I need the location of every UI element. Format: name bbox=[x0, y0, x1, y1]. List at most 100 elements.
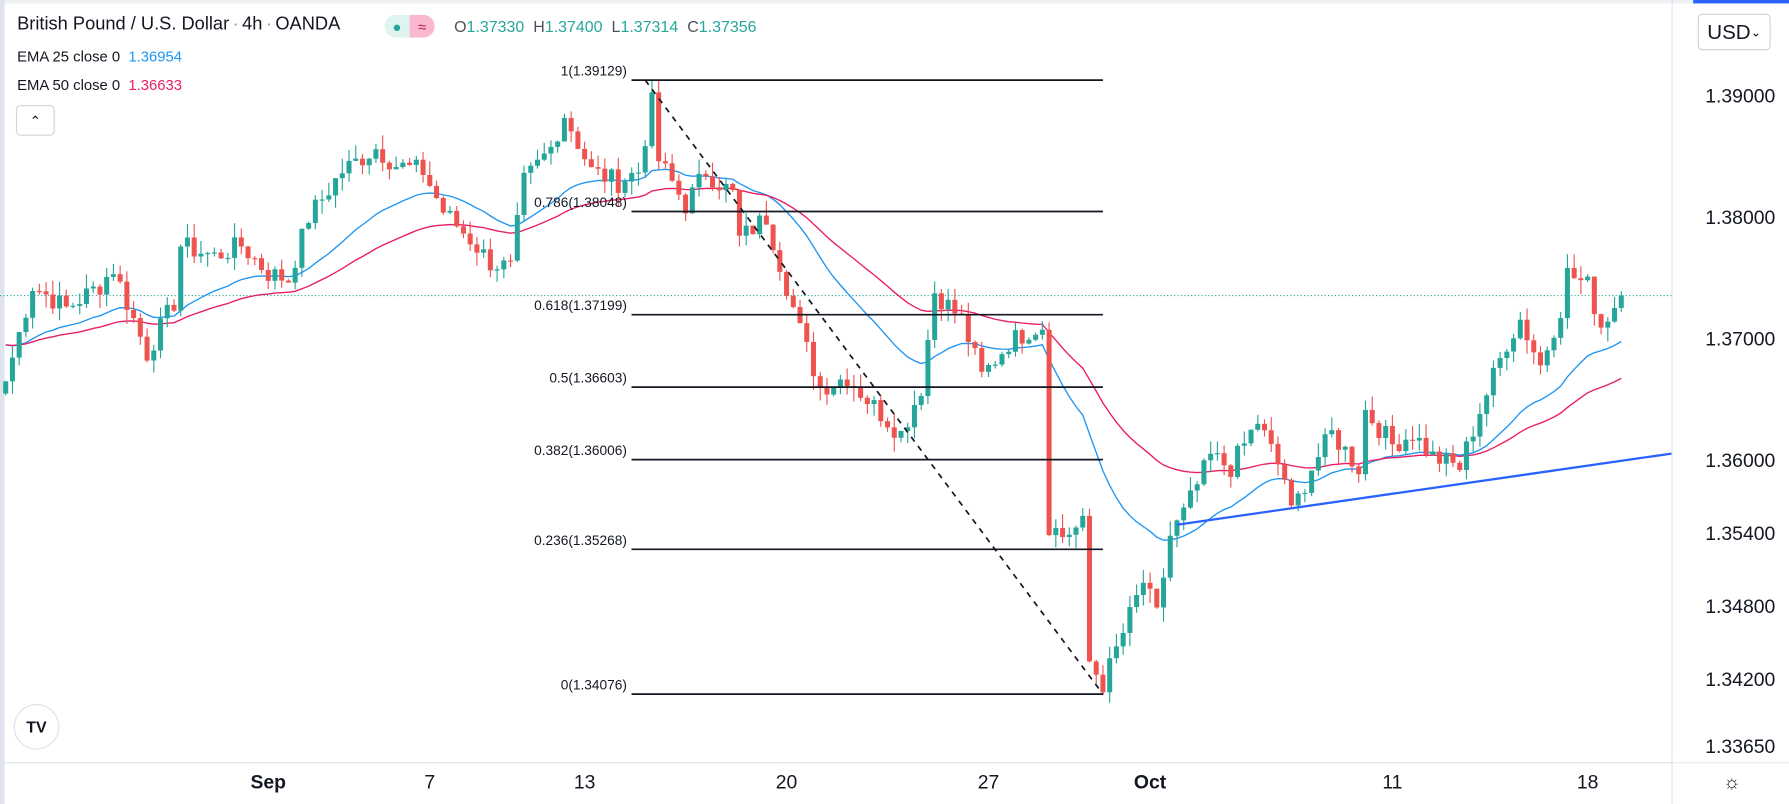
candle-body bbox=[36, 290, 42, 293]
candle-body bbox=[1033, 334, 1039, 340]
symbol-title[interactable]: British Pound / U.S. Dollar · 4h · OANDA bbox=[17, 15, 340, 36]
candle bbox=[1524, 308, 1530, 354]
candle-body bbox=[151, 350, 157, 361]
candle bbox=[1497, 351, 1503, 377]
candle-body bbox=[117, 274, 123, 282]
candle-body bbox=[1147, 582, 1153, 589]
candle-body bbox=[333, 178, 339, 196]
candle-body bbox=[319, 199, 325, 201]
candle-body bbox=[1039, 329, 1045, 335]
candle-body bbox=[730, 183, 736, 190]
candle bbox=[77, 293, 83, 315]
candle-body bbox=[306, 223, 312, 229]
currency-select[interactable]: USD ⌄ bbox=[1697, 13, 1771, 51]
candle-body bbox=[743, 225, 749, 236]
candle bbox=[602, 158, 608, 193]
settings-icon[interactable]: ☼ bbox=[1723, 771, 1741, 793]
plot-area: 1(1.39129) 0.786(1.38048) 0.618(1.37199) 0.… bbox=[0, 64, 1672, 703]
candle-body bbox=[447, 210, 453, 213]
candle bbox=[891, 413, 897, 452]
candle bbox=[1389, 414, 1395, 456]
candle bbox=[211, 247, 217, 257]
candle bbox=[548, 140, 554, 165]
candle bbox=[23, 313, 29, 338]
candle-body bbox=[63, 295, 69, 307]
low-label: L bbox=[611, 17, 621, 36]
candle-body bbox=[575, 131, 581, 149]
candle-body bbox=[1437, 451, 1443, 464]
candle bbox=[83, 274, 89, 308]
candle-body bbox=[514, 215, 520, 261]
candle bbox=[1315, 443, 1321, 476]
candle bbox=[30, 287, 36, 329]
low-value: 1.37314 bbox=[620, 17, 679, 36]
candle bbox=[481, 239, 487, 258]
candle bbox=[689, 183, 695, 214]
candle bbox=[427, 161, 433, 188]
candle bbox=[1571, 254, 1577, 279]
candle-body bbox=[158, 318, 164, 351]
candle bbox=[992, 360, 998, 369]
candle-body bbox=[407, 162, 413, 165]
fib-level-label: 0.5(1.36603) bbox=[549, 371, 627, 386]
collapse-legend-button[interactable]: ⌃ bbox=[15, 104, 55, 136]
candle bbox=[400, 159, 406, 169]
candle-body bbox=[1241, 443, 1247, 446]
candle-body bbox=[312, 199, 318, 224]
candle-body bbox=[777, 250, 783, 272]
candle bbox=[871, 395, 877, 416]
candle bbox=[232, 223, 238, 270]
candle bbox=[1490, 360, 1496, 407]
candle-body bbox=[292, 267, 298, 283]
candle-body bbox=[945, 299, 951, 310]
ema50-legend[interactable]: EMA 50 close 0 1.36633 bbox=[17, 76, 182, 93]
candle bbox=[97, 284, 103, 309]
ema25-value: 1.36954 bbox=[128, 47, 183, 66]
candle bbox=[1531, 334, 1537, 365]
candle-body bbox=[750, 225, 756, 235]
candle bbox=[373, 143, 379, 164]
chevron-up-icon: ⌃ bbox=[29, 112, 42, 129]
candle bbox=[1430, 440, 1436, 456]
candle bbox=[57, 281, 63, 321]
tradingview-logo[interactable]: TV bbox=[13, 703, 60, 750]
candle-body bbox=[555, 141, 561, 147]
candle bbox=[763, 201, 769, 225]
market-status-badge[interactable]: ● ≈ bbox=[384, 14, 435, 38]
candle-body bbox=[1235, 445, 1241, 477]
candle bbox=[750, 225, 756, 235]
candle-body bbox=[1006, 351, 1012, 355]
candle-body bbox=[104, 276, 110, 295]
candle-body bbox=[582, 148, 588, 160]
candle-body bbox=[864, 397, 870, 405]
candle bbox=[1410, 426, 1416, 450]
candle-body bbox=[1086, 515, 1092, 662]
candle bbox=[285, 279, 291, 283]
candle-body bbox=[501, 260, 507, 270]
price-tick-label: 1.34800 bbox=[1705, 596, 1775, 618]
candle-body bbox=[837, 379, 843, 387]
candle bbox=[1302, 488, 1308, 503]
candle-body bbox=[1134, 594, 1140, 608]
candle-body bbox=[245, 246, 251, 259]
candle-body bbox=[1322, 434, 1328, 458]
candle bbox=[1086, 508, 1092, 663]
candle bbox=[588, 151, 594, 168]
candle-body bbox=[232, 237, 238, 258]
candle-body bbox=[831, 386, 837, 395]
candle-body bbox=[1477, 413, 1483, 437]
candle-body bbox=[676, 180, 682, 195]
candle bbox=[90, 281, 96, 294]
candle bbox=[1060, 514, 1066, 543]
candle-body bbox=[1012, 330, 1018, 352]
candle-body bbox=[218, 252, 224, 259]
candle-body bbox=[911, 404, 917, 428]
candle bbox=[1618, 290, 1624, 313]
ema50-label: EMA 50 close 0 bbox=[17, 76, 121, 94]
candle-body bbox=[1140, 582, 1146, 595]
candle bbox=[1187, 477, 1193, 509]
ema25-legend[interactable]: EMA 25 close 0 1.36954 bbox=[17, 48, 182, 65]
candle bbox=[1578, 266, 1584, 295]
candle-body bbox=[258, 258, 265, 270]
